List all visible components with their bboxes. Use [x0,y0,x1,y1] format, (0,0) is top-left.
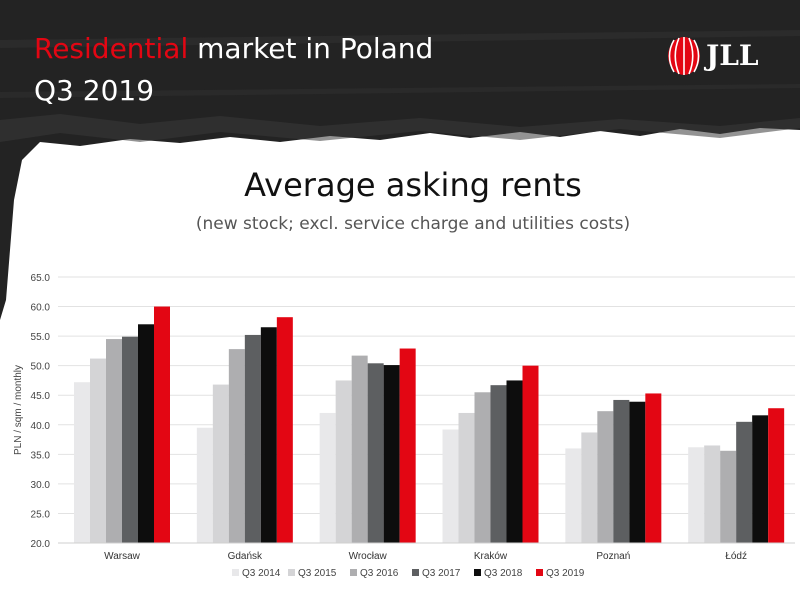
bar-q3-2016 [351,355,368,543]
bar-q3-2017 [122,336,138,543]
legend-label: Q3 2015 [298,568,337,579]
bar-q3-2018 [260,327,277,543]
jll-emblem-icon [668,37,700,75]
bar-q3-2016 [228,349,245,543]
bar-q3-2014 [196,427,213,543]
legend-swatch [288,569,295,576]
bar-q3-2018 [752,415,769,543]
bar-q3-2019 [522,365,539,543]
slide-title: Residential market in Poland [34,32,433,66]
bar-q3-2018 [629,401,646,543]
y-tick-label: 55.0 [31,332,51,343]
slide-period: Q3 2019 [34,74,155,107]
bar-q3-2018 [138,324,154,543]
bar-q3-2019 [276,317,293,543]
y-tick-label: 30.0 [31,480,51,491]
bar-q3-2019 [154,306,170,543]
bar-q3-2019 [768,408,785,543]
legend-swatch [232,569,239,576]
x-category-label: Łódź [725,551,747,562]
bar-q3-2016 [474,392,491,543]
x-category-label: Poznań [596,551,630,562]
bar-q3-2017 [244,334,261,543]
legend-label: Q3 2018 [484,568,523,579]
y-tick-label: 50.0 [31,362,51,373]
bar-q3-2014 [565,448,582,543]
bar-q3-2017 [367,363,384,543]
y-axis-label: PLN / sqm / monthly [13,365,24,455]
bar-q3-2015 [704,445,721,543]
x-category-label: Kraków [474,551,508,562]
bar-q3-2015 [212,384,229,543]
legend-label: Q3 2016 [360,568,399,579]
bar-q3-2015 [335,380,352,543]
legend-swatch [536,569,543,576]
bar-q3-2017 [490,385,507,543]
y-tick-label: 25.0 [31,509,51,520]
legend-swatch [412,569,419,576]
bar-q3-2014 [319,412,336,543]
bar-q3-2015 [458,412,475,543]
bar-q3-2016 [597,411,614,543]
bar-q3-2017 [613,399,630,543]
legend-label: Q3 2014 [242,568,281,579]
bar-q3-2015 [581,432,598,543]
y-tick-label: 20.0 [31,539,51,550]
bar-q3-2018 [506,380,523,543]
bar-q3-2016 [106,339,122,543]
bar-q3-2017 [736,421,753,543]
y-tick-label: 40.0 [31,421,51,432]
x-category-label: Gdańsk [228,551,263,562]
legend-label: Q3 2019 [546,568,585,579]
slide-title-rest: market in Poland [188,32,434,65]
y-tick-label: 60.0 [31,303,51,314]
bar-q3-2018 [383,365,400,543]
bar-q3-2019 [399,348,416,543]
bar-q3-2016 [720,450,737,543]
bar-q3-2019 [645,393,662,543]
legend-swatch [350,569,357,576]
legend-label: Q3 2017 [422,568,461,579]
x-category-label: Wrocław [349,551,388,562]
slide-title-accent: Residential [34,32,189,65]
jll-logo: JLL [666,36,770,76]
y-tick-label: 45.0 [31,391,51,402]
bar-q3-2014 [442,429,459,543]
bar-q3-2014 [74,382,90,543]
legend-swatch [474,569,481,576]
chart-title: Average asking rents [244,166,582,204]
jll-logo-text: JLL [706,39,759,72]
y-tick-label: 35.0 [31,450,51,461]
x-category-label: Warsaw [104,551,141,562]
y-tick-label: 65.0 [31,273,51,284]
chart-subtitle: (new stock; excl. service charge and uti… [195,214,631,234]
bar-q3-2014 [688,447,705,543]
bar-q3-2015 [90,358,106,543]
